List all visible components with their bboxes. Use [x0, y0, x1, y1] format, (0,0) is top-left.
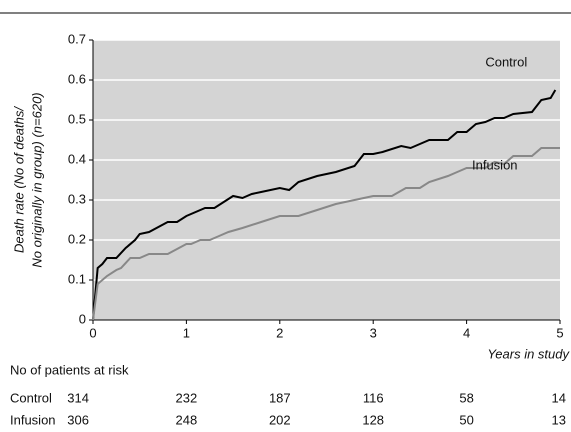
series-line	[92, 89, 557, 321]
plot-background	[93, 40, 560, 320]
table-title: No of patients at risk	[10, 362, 129, 377]
risk-value: 202	[269, 412, 291, 427]
y-tick-label: 0.6	[68, 71, 86, 86]
row-label: Infusion	[10, 412, 56, 427]
risk-value: 58	[459, 390, 473, 405]
row-label: Control	[10, 390, 52, 405]
series-label: Infusion	[472, 157, 518, 172]
x-tick-label: 3	[370, 325, 377, 340]
y-axis-label: No originally in group) (n=620)	[29, 92, 44, 267]
y-tick-label: 0	[79, 311, 86, 326]
series-line	[92, 147, 560, 321]
risk-value: 128	[362, 412, 384, 427]
x-tick-label: 2	[276, 325, 283, 340]
y-tick-label: 0.4	[68, 151, 86, 166]
risk-value: 13	[552, 412, 566, 427]
risk-value: 314	[67, 390, 89, 405]
risk-value: 14	[552, 390, 566, 405]
y-axis-label: Death rate (No of deaths/	[11, 106, 26, 253]
risk-value: 116	[363, 390, 384, 405]
risk-value: 187	[269, 390, 291, 405]
risk-value: 50	[459, 412, 473, 427]
risk-value: 248	[176, 412, 198, 427]
x-tick-label: 5	[556, 325, 563, 340]
risk-value: 232	[176, 390, 198, 405]
x-tick-label: 1	[183, 325, 190, 340]
y-tick-label: 0.2	[68, 231, 86, 246]
y-tick-label: 0.3	[68, 191, 86, 206]
y-tick-label: 0.5	[68, 111, 86, 126]
series-label: Control	[485, 54, 527, 69]
y-tick-label: 0.7	[68, 31, 86, 46]
y-tick-label: 0.1	[68, 271, 86, 286]
x-tick-label: 0	[89, 325, 96, 340]
x-axis-label: Years in study	[487, 346, 570, 361]
x-tick-label: 4	[463, 325, 470, 340]
risk-value: 306	[67, 412, 89, 427]
